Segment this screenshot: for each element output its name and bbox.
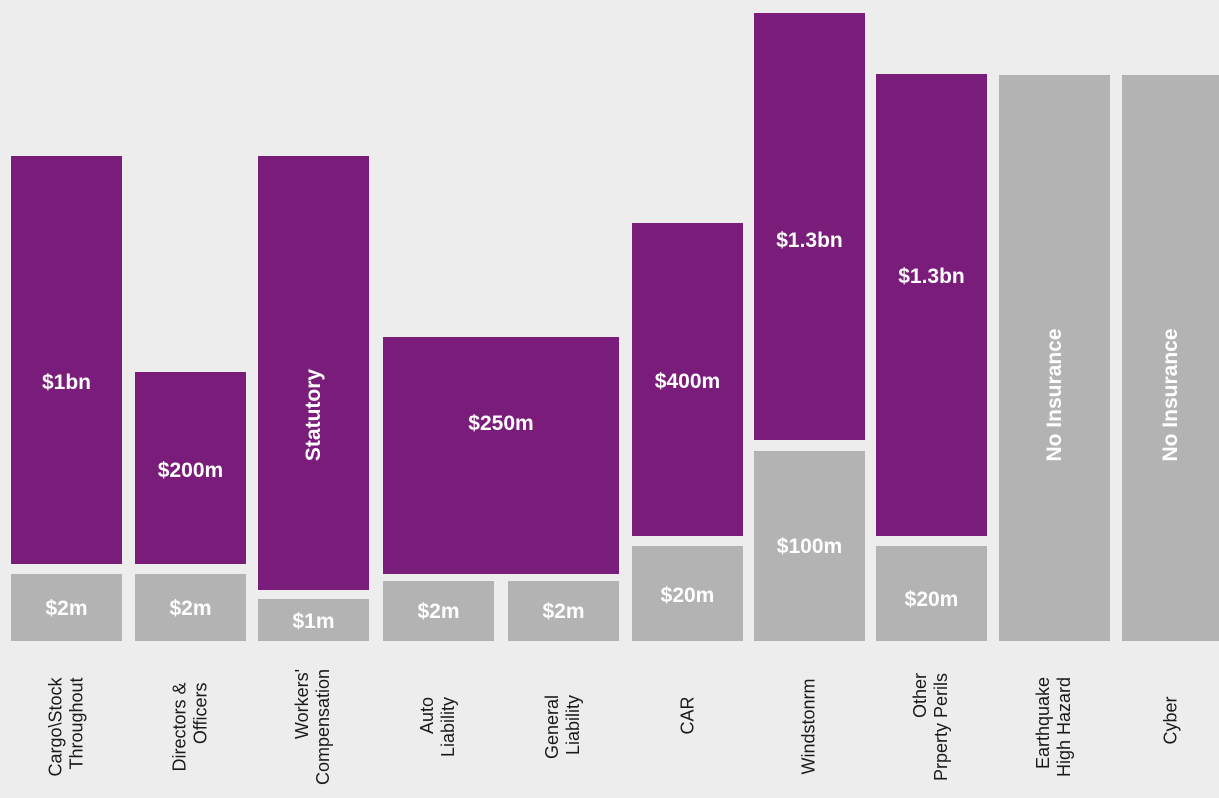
category-label-general: General Liability [534,655,594,798]
limit-bar-windstonrm-label: $1.3bn [776,229,843,252]
retention-bar-general-label: $2m [542,600,585,623]
retention-bar-earthquake: No Insurance [999,75,1110,641]
retention-bar-windstonrm: $100m [754,451,865,641]
limit-bar-other-label: $1.3bn [898,265,965,288]
retention-bar-car: $20m [632,546,743,641]
retention-bar-earthquake-label: No Insurance [1042,328,1066,462]
limit-bar-auto: $250m [383,337,619,574]
retention-bar-auto: $2m [383,581,494,641]
retention-bar-workers-label: $1m [292,610,335,633]
limit-bar-workers: Statutory [258,156,369,590]
category-text: Auto Liability [417,696,459,757]
limit-bar-workers-label: Statutory [301,368,325,462]
category-text: Directors & Officers [169,681,211,772]
limit-bar-car-label: $400m [654,370,721,393]
retention-bar-cyber: No Insurance [1122,75,1219,641]
limit-bar-other: $1.3bn [876,74,987,536]
limit-bar-cargo-stock: $1bn [11,156,122,564]
category-label-cargo-stock: Cargo\Stock Throughout [37,655,97,798]
category-label-cyber: Cyber [1141,655,1201,798]
limit-bar-auto-label: $250m [468,412,534,435]
limit-bar-windstonrm: $1.3bn [754,13,865,440]
category-label-earthquake: Earthquake High Hazard [1025,655,1085,798]
retention-bar-cargo-stock: $2m [11,574,122,641]
retention-bar-cyber-label: No Insurance [1158,328,1182,462]
category-label-windstonrm: Windstonrm [780,655,840,798]
retention-bar-directors: $2m [135,574,246,641]
category-label-directors: Directors & Officers [161,655,221,798]
retention-bar-other-label: $20m [904,588,959,611]
category-text: Windstonrm [799,678,819,775]
category-label-other: Other Prperty Perils [902,655,962,798]
category-label-workers: Workers' Compensation [284,655,344,798]
category-label-car: CAR [658,655,718,798]
category-label-auto: Auto Liability [409,655,469,798]
retention-bar-other: $20m [876,546,987,641]
limit-bar-cargo-stock-label: $1bn [41,371,92,394]
category-text: General Liability [542,694,584,759]
limit-bar-directors-label: $200m [157,459,224,482]
retention-bar-general: $2m [508,581,619,641]
retention-bar-workers: $1m [258,599,369,641]
category-text: CAR [677,696,697,735]
retention-bar-car-label: $20m [660,584,715,607]
category-text: Cargo\Stock Throughout [45,676,87,777]
retention-bar-auto-label: $2m [417,600,460,623]
retention-bar-windstonrm-label: $100m [776,535,843,558]
category-text: Other Prperty Perils [910,672,952,781]
category-text: Workers' Compensation [292,668,334,785]
category-text: Earthquake High Hazard [1033,676,1075,777]
retention-bar-cargo-stock-label: $2m [45,597,88,620]
limit-bar-directors: $200m [135,372,246,564]
limit-bar-car: $400m [632,223,743,536]
category-text: Cyber [1160,696,1180,745]
retention-bar-directors-label: $2m [169,597,212,620]
